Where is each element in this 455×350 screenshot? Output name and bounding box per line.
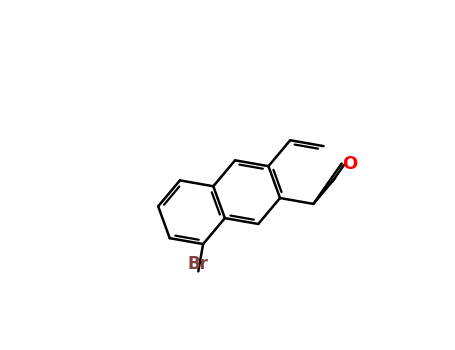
Text: O: O <box>342 155 357 173</box>
Text: Br: Br <box>188 255 209 273</box>
